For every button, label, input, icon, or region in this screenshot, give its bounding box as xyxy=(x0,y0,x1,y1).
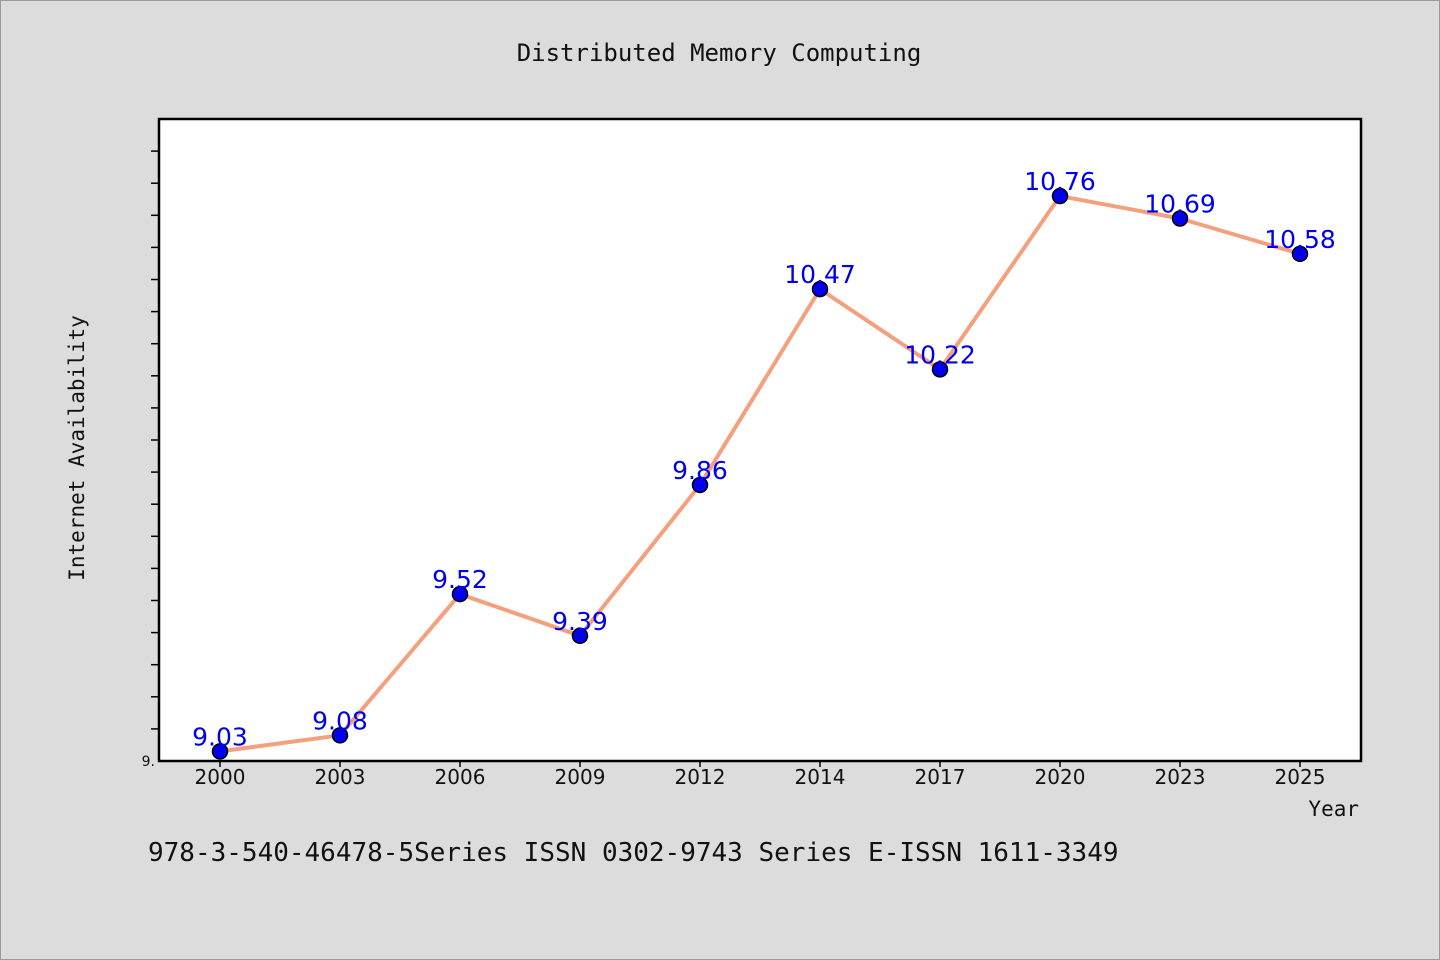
data-point xyxy=(1291,245,1309,263)
data-label: 9.39 xyxy=(552,607,608,636)
x-tick-label: 2009 xyxy=(555,765,606,789)
series-line xyxy=(218,194,1302,754)
x-axis-label: Year xyxy=(1308,797,1359,821)
x-tick-label: 2025 xyxy=(1275,765,1326,789)
plot-area xyxy=(157,117,1363,763)
data-point xyxy=(691,476,709,494)
data-label: 9.86 xyxy=(672,456,728,485)
x-tick-label: 2000 xyxy=(195,765,246,789)
series-line-layer xyxy=(218,194,1302,754)
x-tick-label: 2006 xyxy=(435,765,486,789)
data-point xyxy=(811,280,829,298)
x-tick-label: 2014 xyxy=(795,765,846,789)
x-tick-label: 2017 xyxy=(915,765,966,789)
chart-title: Distributed Memory Computing xyxy=(517,39,922,67)
data-point xyxy=(1171,210,1189,227)
footer-text: 978-3-540-46478-5Series ISSN 0302-9743 S… xyxy=(148,838,1119,868)
data-point xyxy=(331,727,349,744)
y-tick-label: 9. xyxy=(142,754,155,770)
data-label: 9.08 xyxy=(312,706,368,735)
x-tick-label-layer: 2000 2003 2006 2009 2012 2014 2017 2020 2023 2025 xyxy=(195,765,1326,789)
data-label: 9.03 xyxy=(192,722,248,751)
data-label: 9.52 xyxy=(432,565,488,594)
x-tick-label: 2012 xyxy=(675,765,726,789)
y-axis-ticks xyxy=(151,150,159,730)
data-label: 10.76 xyxy=(1024,167,1096,196)
x-tick-label: 2020 xyxy=(1035,765,1086,789)
data-point xyxy=(1051,187,1069,205)
x-axis-ticks xyxy=(219,761,1301,767)
data-point xyxy=(451,585,469,603)
y-axis-label: Internet Availability xyxy=(65,315,89,581)
data-label: 10.58 xyxy=(1264,225,1336,254)
data-point xyxy=(211,743,229,760)
data-point xyxy=(571,627,589,645)
data-label: 10.22 xyxy=(904,340,976,369)
data-label: 10.69 xyxy=(1144,190,1216,219)
data-point xyxy=(931,361,949,378)
series-marker-layer xyxy=(211,187,1309,760)
data-label-layer: 9.03 9.08 9.52 9.39 9.86 10.47 10.22 10.76 10.69… xyxy=(192,167,1336,751)
x-tick-label: 2023 xyxy=(1155,765,1206,789)
data-label: 10.47 xyxy=(784,260,856,289)
x-tick-label: 2003 xyxy=(315,765,366,789)
